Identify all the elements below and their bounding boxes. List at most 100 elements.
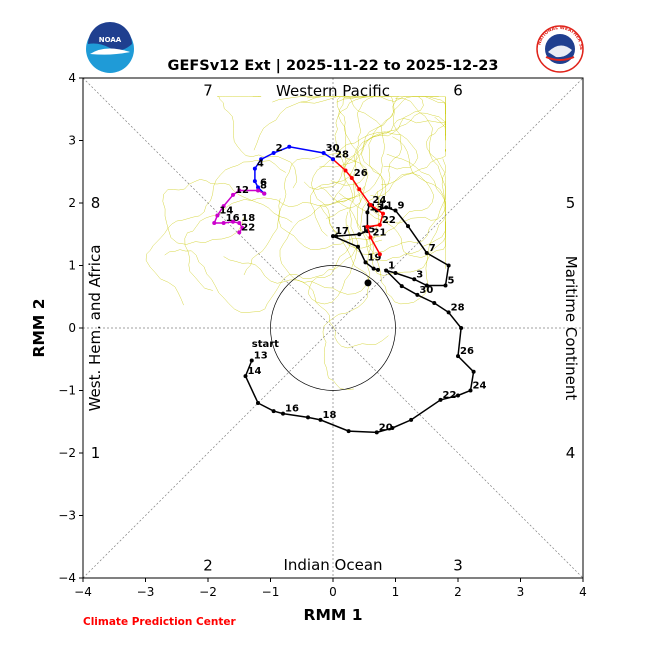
ensemble-member-line [243,153,369,276]
x-tick-label: −4 [74,585,92,599]
day-label: 30 [326,143,340,154]
track-point [221,204,226,209]
track-point [249,358,254,363]
ensemble-member-line [300,96,399,168]
day-label: 22 [382,215,396,226]
track-point [446,263,451,268]
forecast-tracks: 1314161820222426283013579111315171921222… [212,143,487,435]
track-point [393,271,398,275]
track-point [381,211,385,216]
track-point [415,292,420,297]
day-label: 3 [416,269,423,280]
cpc-credit: Climate Prediction Center [83,616,236,628]
day-label: 16 [226,213,240,224]
track-point [271,151,276,155]
ensemble-member-line [319,173,446,261]
track-point [384,205,389,210]
track-point [281,411,285,416]
unit-circle [270,265,396,391]
track-point [365,210,370,215]
ensemble-member-line [164,244,361,313]
track-point [334,234,339,239]
track-point [374,430,379,435]
noaa-logo: NOAA [86,22,134,73]
phase-number: 7 [203,82,213,100]
day-label: 9 [398,201,405,212]
phase-number: 4 [566,444,576,462]
noaa-logo-text: NOAA [99,36,122,44]
track-point [231,219,235,224]
track-point [321,151,326,155]
track-point [363,260,368,265]
track-point [357,232,362,237]
track-point [371,266,376,271]
track-point [412,277,417,282]
y-tick-label: 0 [68,321,76,335]
track-point [368,235,373,240]
ensemble-member-line [279,198,389,349]
start-annotation: start [252,339,279,350]
ensemble-member-line [145,160,286,306]
track-point [318,417,323,422]
track-point [287,144,292,149]
track-point [237,188,242,193]
ensemble-member-line [162,179,293,245]
x-axis-label: RMM 1 [304,606,363,624]
phase-number: 3 [453,557,463,575]
track-point [306,415,310,420]
x-tick-label: 2 [454,585,462,599]
track-point [456,393,460,398]
ensemble-member-line [272,96,385,203]
day-label: 26 [460,346,474,357]
x-tick-label: 1 [392,585,400,599]
day-label: 24 [373,195,387,206]
day-label: 1 [388,261,395,272]
phase-number: 2 [203,557,213,575]
phase-number: 6 [453,82,463,100]
track-point [243,374,248,379]
x-tick-label: 4 [579,585,587,599]
day-label: 24 [473,381,487,392]
day-label: 30 [419,285,433,296]
day-label: 13 [254,351,268,362]
track-point [432,301,437,305]
day-label: 20 [379,422,393,433]
y-tick-label: 4 [68,71,76,85]
phase-guides [82,77,584,579]
track-point [471,369,476,374]
track-point [406,224,410,229]
region-label-left: West. Hem. and Africa [86,245,104,412]
ensemble-member-line [310,96,446,237]
day-label: 6 [260,177,267,188]
day-label: 13 [369,202,383,213]
track-point [393,208,398,213]
track-point [256,401,260,405]
ensemble-member-line [366,158,446,305]
track-point [456,354,460,359]
ensemble-member-line [278,136,435,250]
track-point [377,252,382,257]
track-point [349,176,354,180]
track-point [256,188,260,193]
track-point [262,191,267,196]
region-label-top: Western Pacific [276,82,390,100]
track-point [446,310,451,315]
y-axis-label: RMM 2 [30,299,48,358]
track-point [259,157,264,162]
track-point [346,429,351,434]
track-point [356,244,360,249]
ensemble-members [145,96,446,390]
track-point [221,221,226,225]
x-tick-label: −1 [262,585,280,599]
track-point [459,326,464,330]
day-label: 12 [235,185,249,196]
track-point [331,157,335,162]
y-tick-label: 2 [68,196,76,210]
phase-number: 5 [566,194,576,212]
y-tick-label: 1 [68,259,76,273]
